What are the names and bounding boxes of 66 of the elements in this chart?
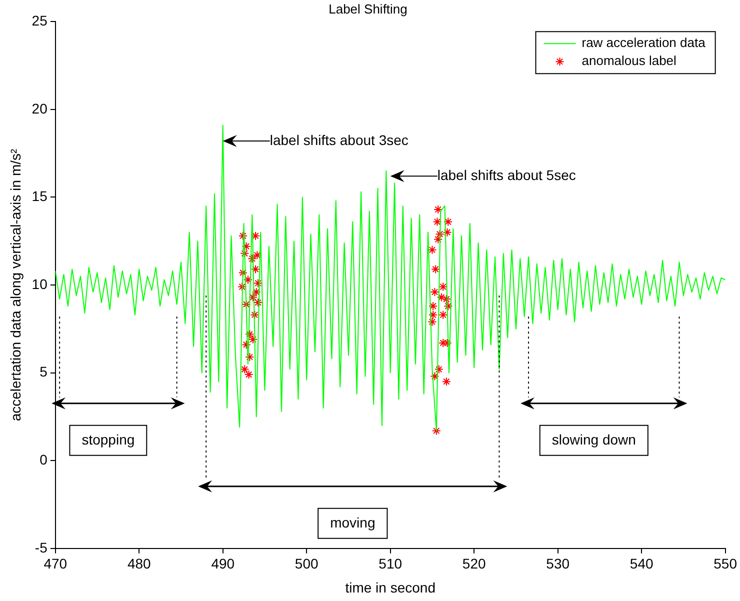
annotation: slowing down [552, 431, 636, 448]
point [242, 340, 251, 350]
x-tick-label: 500 [294, 556, 318, 572]
annotation: label shifts about 5sec [437, 166, 576, 183]
point [238, 231, 248, 240]
point [428, 302, 438, 311]
point [244, 370, 254, 380]
point [442, 294, 451, 304]
x-axis-title: time in second [345, 579, 436, 596]
annotation: moving [330, 514, 376, 530]
chart-title: Label Shifting [328, 1, 408, 16]
y-tick-label: 5 [40, 364, 48, 380]
point [238, 282, 247, 292]
legend-label: raw acceleration data [582, 35, 706, 50]
y-tick-label: 0 [40, 451, 48, 468]
point [434, 234, 443, 244]
point [252, 250, 262, 260]
x-tick-label: 550 [714, 556, 738, 572]
y-tick-label: 25 [32, 12, 48, 28]
point [242, 242, 251, 251]
point [252, 288, 261, 297]
point [245, 330, 254, 339]
point [442, 228, 452, 237]
point [444, 302, 453, 311]
point [428, 317, 437, 326]
point [442, 377, 451, 386]
point [438, 282, 448, 292]
y-tick-label: 15 [32, 188, 48, 204]
point [428, 310, 438, 320]
point [444, 217, 453, 226]
x-tick-label: 520 [462, 556, 486, 572]
point [254, 298, 263, 308]
x-tick-label: 510 [378, 556, 402, 572]
x-tick-label: 480 [127, 556, 152, 572]
point [248, 254, 257, 264]
y-tick-label: 20 [32, 100, 48, 116]
y-tick-label: 10 [32, 276, 48, 292]
annotation: label shifts about 3sec [270, 132, 408, 148]
point [238, 268, 248, 278]
point [242, 300, 251, 309]
point [251, 264, 260, 274]
point [248, 334, 258, 344]
point [434, 364, 444, 374]
point [435, 230, 444, 239]
y-axis-title: accelertation data along vertical-axis in m/s² [7, 148, 24, 422]
point [240, 248, 250, 258]
x-tick-label: 470 [44, 556, 68, 572]
point [430, 288, 440, 297]
point [430, 372, 440, 381]
point [432, 426, 441, 436]
legend-label: anomalous label [582, 53, 677, 68]
point [251, 231, 260, 240]
point [250, 310, 260, 320]
point [438, 310, 448, 320]
annotation: stopping [82, 431, 135, 448]
y-tick-label: -5 [34, 539, 48, 556]
point [240, 364, 250, 374]
point [248, 292, 258, 302]
point [432, 217, 442, 226]
point [243, 275, 252, 284]
point [434, 204, 443, 214]
point [245, 352, 254, 362]
x-tick-label: 540 [630, 556, 654, 572]
x-tick-label: 530 [546, 556, 570, 572]
x-tick-label: 490 [211, 556, 235, 572]
point [436, 292, 446, 302]
